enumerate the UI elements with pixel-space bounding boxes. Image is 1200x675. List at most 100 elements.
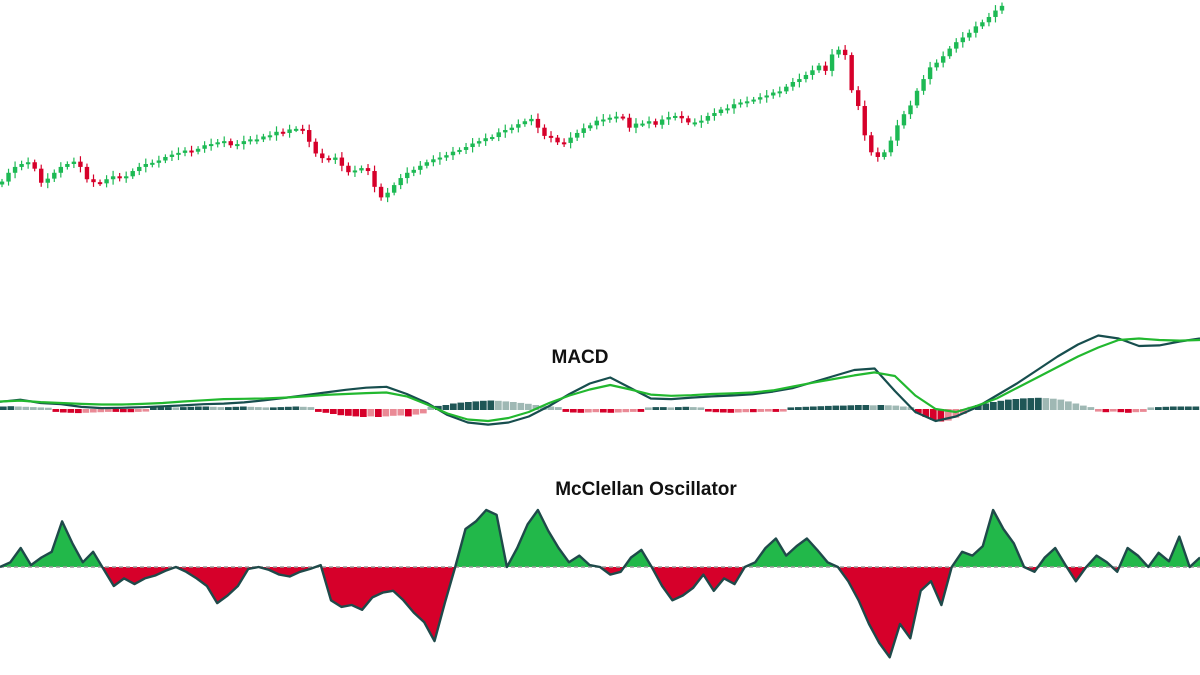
oscillator-positive-area [455, 510, 600, 567]
candle-up [829, 54, 835, 71]
macd-histogram-bar [787, 407, 795, 410]
macd-histogram-bar [1155, 407, 1162, 410]
candle-up [934, 62, 939, 68]
candle-up [744, 101, 750, 104]
candle-up [568, 137, 573, 143]
macd-histogram-bar [397, 409, 405, 416]
candle-up [45, 178, 50, 183]
macd-histogram-bar [577, 409, 585, 413]
candle-up [385, 192, 390, 198]
macd-histogram-bar [127, 409, 135, 413]
macd-histogram-bar [345, 409, 352, 416]
macd-histogram-bar [622, 409, 630, 413]
candle-up [947, 48, 952, 57]
candle-up [202, 145, 207, 149]
macd-histogram-bar [502, 401, 510, 410]
macd-histogram-bar [705, 409, 712, 412]
macd-histogram-bar [277, 407, 285, 410]
macd-histogram-bar [442, 405, 450, 410]
macd-histogram-bar [750, 409, 757, 413]
macd-histogram-bar [37, 407, 45, 410]
macd-histogram-bar [1035, 397, 1042, 410]
candle-up [71, 161, 77, 164]
macd-histogram-bar [315, 409, 322, 412]
macd-histogram-bar [480, 400, 487, 410]
candle-up [215, 142, 220, 145]
candle-up [470, 143, 475, 148]
macd-histogram-bar [525, 403, 532, 410]
macd-histogram-bar [1087, 407, 1095, 410]
candle-up [391, 185, 397, 193]
macd-histogram-bar [300, 406, 307, 410]
macd-histogram-bar [187, 406, 195, 410]
macd-histogram-bar [960, 409, 967, 414]
macd-histogram-bar [285, 406, 292, 410]
candle-up [901, 114, 907, 126]
candle-up [137, 166, 142, 172]
candle-up [836, 49, 841, 55]
macd-histogram-bar [757, 409, 765, 412]
candle-up [182, 150, 188, 153]
macd-histogram-bar [495, 400, 502, 410]
macd-histogram-bar [645, 407, 652, 410]
candle-up [646, 121, 652, 124]
macd-histogram-bar [450, 403, 457, 410]
candle-up [522, 121, 528, 125]
candle-down [869, 135, 874, 153]
macd-histogram-bar [690, 407, 697, 410]
candle-up [130, 171, 135, 177]
macd-histogram-bar [435, 405, 442, 410]
candle-up [261, 136, 266, 140]
candle-up [163, 156, 168, 161]
candle-up [927, 67, 933, 80]
candle-up [65, 164, 70, 167]
macd-histogram-bar [367, 409, 375, 417]
macd-histogram-bar [225, 407, 232, 410]
macd-histogram-bar [82, 409, 90, 413]
candle-up [222, 141, 227, 144]
candle-down [320, 153, 325, 159]
candle-up [967, 32, 972, 38]
macd-histogram-bar [172, 407, 180, 410]
macd-histogram-bar [720, 409, 727, 413]
macd-histogram-bar [22, 406, 30, 410]
macd-histogram-bar [1140, 409, 1147, 412]
price-candlestick-panel [0, 2, 1005, 203]
candle-up [614, 116, 619, 119]
oscillator-negative-area [258, 567, 316, 577]
macd-histogram-bar [165, 407, 172, 410]
macd-histogram-bar [255, 407, 262, 410]
oscillator-negative-area [600, 567, 625, 575]
macd-histogram-bar [7, 406, 15, 410]
candle-up [607, 117, 613, 120]
macd-lines [0, 334, 1200, 426]
macd-histogram-bar [870, 405, 877, 410]
candle-up [895, 125, 900, 141]
candle-up [359, 168, 364, 171]
candle-up [195, 148, 201, 152]
macd-histogram-bar [412, 409, 420, 415]
macd-histogram-bar [765, 409, 772, 412]
macd-histogram-bar [322, 409, 330, 413]
macd-histogram-bar [90, 409, 97, 413]
candle-down [346, 165, 351, 173]
candle-down [653, 121, 658, 125]
macd-histogram-bar [112, 409, 120, 412]
candle-up [601, 119, 606, 122]
macd-histogram-bar [615, 409, 622, 413]
macd-histogram-bar [195, 406, 202, 410]
candle-down [32, 162, 37, 169]
macd-histogram-bar [217, 407, 225, 410]
candle-up [208, 144, 214, 147]
candle-up [503, 130, 508, 133]
macd-histogram-bar [735, 409, 742, 413]
macd-histogram-bar [630, 409, 637, 412]
candle-down [339, 157, 345, 166]
candle-up [574, 132, 580, 138]
candle-up [25, 162, 31, 165]
macd-histogram-bar [75, 409, 82, 414]
candle-up [437, 157, 443, 160]
macd-histogram-bar [562, 409, 570, 412]
macd-panel-title: MACD [552, 347, 609, 368]
candle-up [431, 159, 436, 163]
